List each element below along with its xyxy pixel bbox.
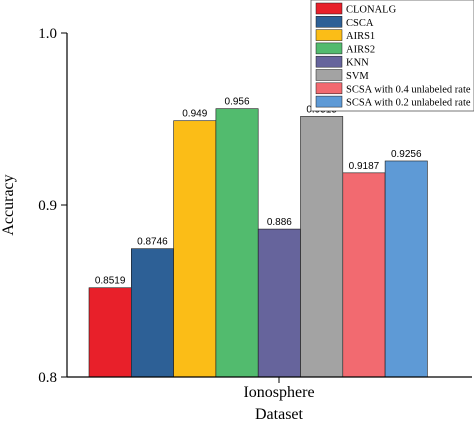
data-label: 0.956	[225, 97, 250, 108]
data-label: 0.886	[267, 217, 292, 228]
legend: CLONALG CSCA AIRS1 AIRS2 KNN SVM SCSA with 0.4…	[310, 0, 474, 112]
legend-swatch	[315, 42, 343, 55]
y-tick-label: 0.9	[38, 198, 57, 214]
legend-swatch	[315, 55, 343, 68]
y-ticks-group: 0.8 0.9 1.0	[38, 26, 67, 386]
bar-airs1	[173, 120, 217, 378]
legend-swatch	[315, 2, 343, 15]
legend-label: KNN	[346, 58, 369, 69]
bar-svm	[300, 116, 344, 378]
x-tick-label: Ionosphere	[243, 384, 314, 401]
legend-label: AIRS1	[346, 31, 375, 42]
data-label: 0.9187	[349, 161, 380, 172]
bar-airs2	[215, 108, 259, 378]
data-label: 0.8519	[95, 276, 126, 287]
bar-scsa-with-0-4-unlabeled-rate	[342, 172, 386, 378]
bar-clonalg	[88, 287, 132, 378]
legend-label: CSCA	[346, 18, 374, 29]
legend-label: SCSA with 0.4 unlabeled rate	[346, 84, 471, 95]
legend-label: SVM	[346, 71, 369, 82]
legend-swatch	[315, 69, 343, 81]
bar-knn	[257, 228, 301, 378]
bars-group	[88, 108, 428, 378]
y-axis-title: Accuracy	[0, 174, 17, 235]
data-label: 0.8746	[137, 237, 168, 248]
y-tick-label: 0.8	[38, 370, 57, 386]
legend-swatch	[315, 29, 343, 41]
legend-label: AIRS2	[346, 44, 375, 55]
bar-scsa-with-0-2-unlabeled-rate	[384, 160, 428, 378]
data-label: 0.949	[182, 109, 207, 120]
bar-csca	[131, 248, 174, 378]
data-label: 0.9256	[391, 149, 422, 160]
legend-swatch	[315, 82, 343, 95]
legend-swatch	[315, 95, 343, 108]
x-axis-title: Dataset	[255, 406, 304, 423]
y-tick-label: 1.0	[38, 26, 57, 42]
legend-label: CLONALG	[346, 5, 397, 16]
legend-swatch	[315, 16, 343, 28]
legend-label: SCSA with 0.2 unlabeled rate	[346, 98, 471, 109]
